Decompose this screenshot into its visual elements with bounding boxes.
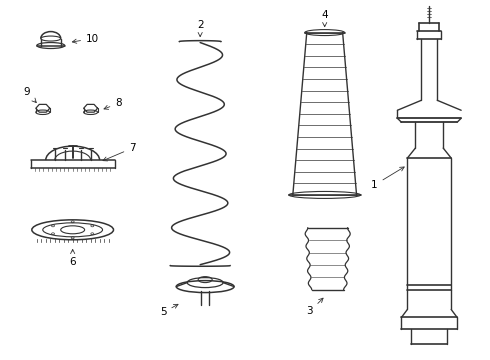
Text: 2: 2 bbox=[197, 19, 203, 37]
Text: 10: 10 bbox=[73, 33, 99, 44]
Text: 9: 9 bbox=[24, 87, 36, 103]
Text: 7: 7 bbox=[103, 143, 136, 161]
Text: 4: 4 bbox=[321, 10, 328, 27]
Text: 6: 6 bbox=[70, 249, 76, 267]
Text: 8: 8 bbox=[104, 98, 122, 109]
Text: 1: 1 bbox=[371, 167, 404, 190]
Text: 5: 5 bbox=[160, 304, 178, 318]
Text: 3: 3 bbox=[306, 298, 323, 316]
